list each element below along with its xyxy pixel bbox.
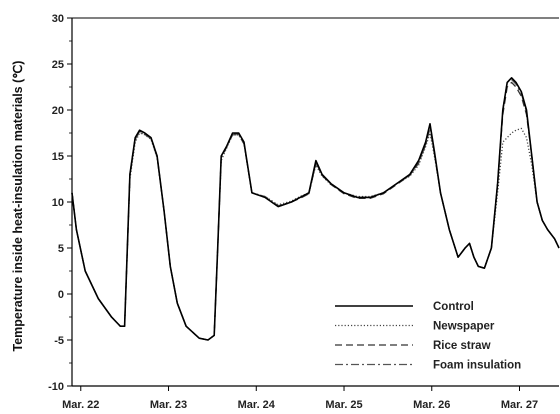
legend-label: Newspaper [433, 321, 495, 333]
y-tick-label: -10 [48, 381, 64, 393]
x-tick-label: Mar. 22 [62, 399, 99, 411]
x-tick-label: Mar. 23 [150, 399, 187, 411]
y-tick-label: 5 [58, 243, 64, 255]
series-line-rice-straw [71, 81, 560, 341]
y-tick-label: 0 [58, 289, 64, 301]
legend-label: Rice straw [433, 340, 491, 352]
y-tick-label: 10 [52, 197, 64, 209]
legend-label: Foam insulation [433, 360, 521, 372]
y-tick-label: -5 [54, 335, 64, 347]
series-line-control [71, 77, 560, 341]
series-layer [71, 77, 560, 341]
y-tick-label: 20 [52, 105, 64, 117]
x-axis: Mar. 22 Mar. 23 Mar. 24 Mar. 25 Mar. 26 Mar. … [62, 386, 538, 411]
legend: Control Newspaper Rice straw Foam insulatio… [335, 301, 521, 372]
x-tick-label: Mar. 27 [501, 399, 538, 411]
y-tick-label: 25 [52, 59, 64, 71]
x-tick-label: Mar. 25 [325, 399, 362, 411]
y-axis-title: Temperature inside heat-insulation mater… [11, 61, 25, 352]
legend-label: Control [433, 301, 474, 313]
x-tick-label: Mar. 26 [413, 399, 450, 411]
y-tick-label: 15 [52, 151, 64, 163]
series-line-foam-insulation [71, 78, 560, 341]
y-axis: -10 -5 0 5 10 15 20 25 30 [48, 13, 72, 393]
y-tick-label: 30 [52, 13, 64, 25]
x-tick-label: Mar. 24 [238, 399, 276, 411]
